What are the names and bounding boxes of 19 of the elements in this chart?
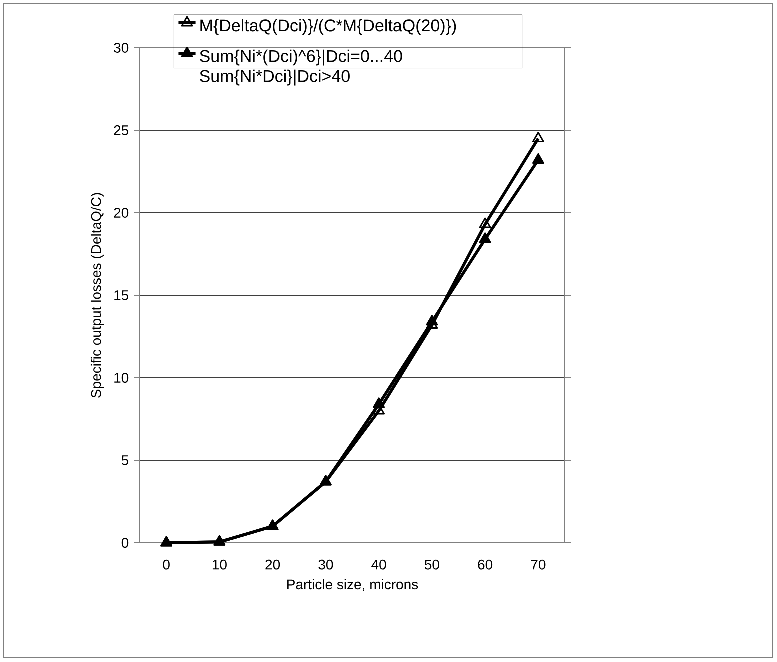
y-tick-label: 20 bbox=[114, 208, 129, 218]
y-tick-label: 25 bbox=[114, 126, 129, 136]
x-tick-label: 20 bbox=[266, 560, 280, 570]
legend-label: M{DeltaQ(Dci)}/(C*M{DeltaQ(20)}) bbox=[200, 19, 456, 36]
x-tick-label: 70 bbox=[531, 560, 546, 570]
x-tick-label: 0 bbox=[163, 560, 170, 570]
x-tick-label: 40 bbox=[372, 560, 386, 570]
y-tick-label: 15 bbox=[114, 290, 129, 300]
x-tick-label: 10 bbox=[212, 560, 227, 570]
x-tick-label: 30 bbox=[318, 560, 334, 570]
x-tick-label: 50 bbox=[424, 560, 440, 570]
x-tick-label: 60 bbox=[478, 560, 493, 570]
y-axis-title: Specific output losses (DeltaQ/C) bbox=[90, 193, 104, 398]
y-tick-label: 0 bbox=[122, 538, 129, 548]
y-tick-label: 30 bbox=[114, 43, 129, 53]
x-axis-title: Particle size, microns bbox=[288, 579, 418, 592]
y-tick-label: 10 bbox=[114, 373, 129, 383]
legend-label: Sum{Ni*(Dci)^6}|Dci=0...40 Sum{Ni*Dci}|Dci>40 bbox=[200, 50, 402, 86]
y-tick-label: 5 bbox=[122, 456, 129, 466]
